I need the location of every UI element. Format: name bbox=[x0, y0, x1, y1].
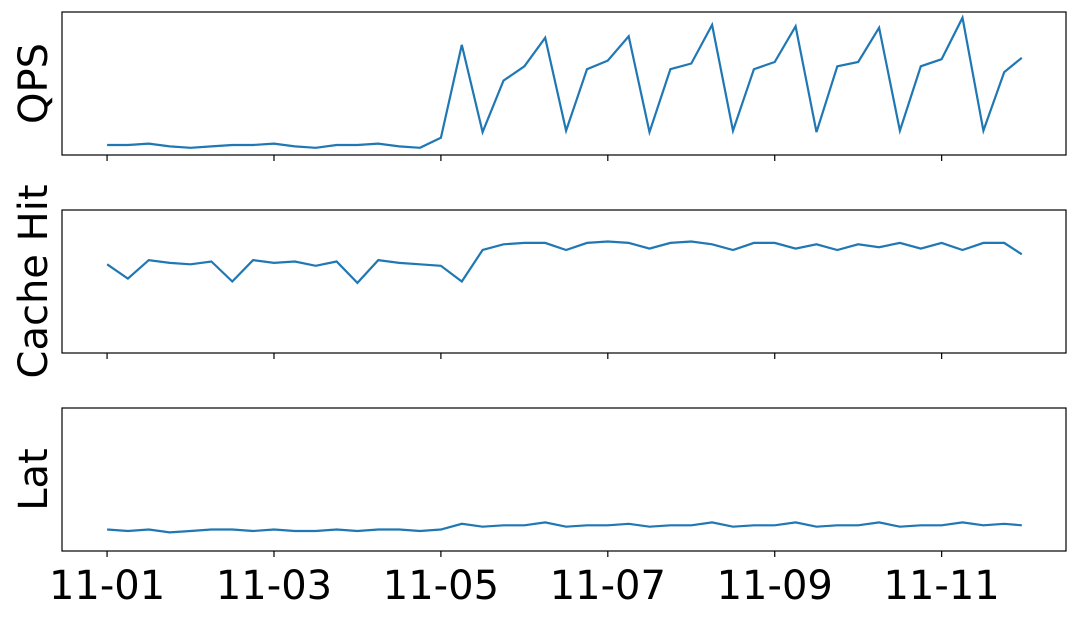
x-tick-label: 11-05 bbox=[383, 563, 499, 609]
y-axis-label: QPS bbox=[11, 43, 57, 124]
x-tick-label: 11-09 bbox=[717, 563, 833, 609]
axes-frame bbox=[61, 11, 1067, 156]
x-tick-label: 11-11 bbox=[884, 563, 1000, 609]
x-tick-label: 11-03 bbox=[216, 563, 332, 609]
x-tick-label: 11-07 bbox=[550, 563, 666, 609]
line bbox=[107, 521, 1022, 534]
line bbox=[107, 14, 1023, 149]
y-axis-label: Lat bbox=[11, 448, 57, 510]
line bbox=[106, 240, 1023, 285]
x-tick-label: 11-01 bbox=[49, 563, 165, 609]
axes-frame bbox=[61, 407, 1067, 552]
axes-frame bbox=[61, 209, 1067, 354]
y-axis-label: Cache Hit bbox=[11, 185, 57, 379]
